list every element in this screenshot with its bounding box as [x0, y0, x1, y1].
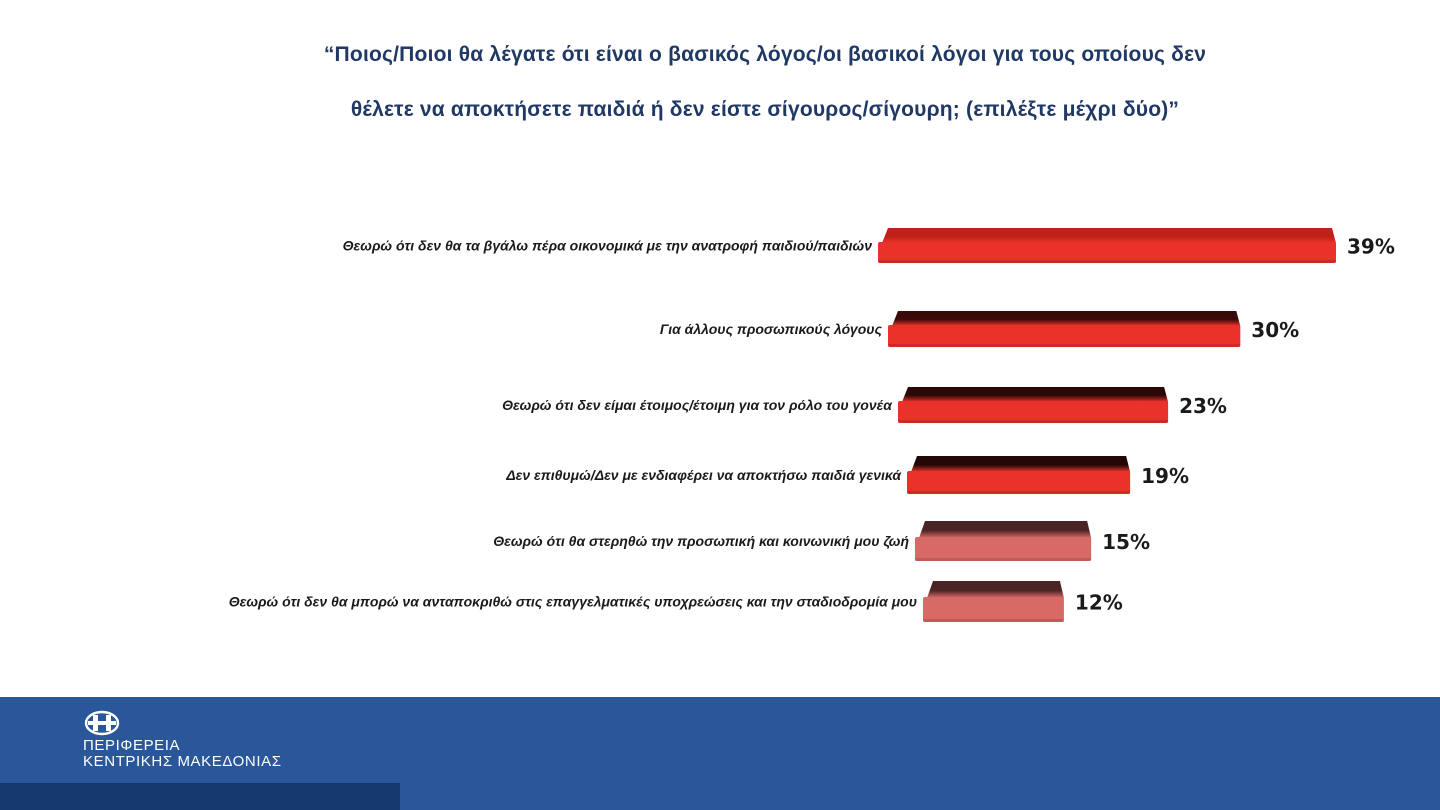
bar-group-3 [898, 387, 1169, 423]
bar-bottom-shade [898, 420, 1169, 423]
bar-4 [907, 471, 1131, 494]
value-label-3: 23% [1179, 394, 1227, 418]
bar-top-face [911, 456, 1131, 472]
category-label-4: Δεν επιθυμώ/Δεν με ενδιαφέρει να αποκτήσ… [505, 467, 902, 483]
bar-5 [915, 537, 1092, 561]
bar-group-6 [923, 581, 1064, 622]
category-label-3: Θεωρώ ότι δεν είμαι έτοιμος/έτοιμη για τ… [502, 397, 893, 413]
bar-top-face [902, 387, 1169, 402]
value-label-4: 19% [1141, 464, 1189, 488]
bar-bottom-shade [923, 619, 1064, 622]
bar-1 [878, 242, 1336, 263]
value-label-5: 15% [1102, 530, 1150, 554]
footer-strip [0, 783, 400, 810]
org-name-line-1: ΠΕΡΙΦΕΡΕΙΑ [83, 737, 181, 754]
value-label-6: 12% [1075, 591, 1123, 615]
bar-bottom-shade [878, 260, 1336, 263]
category-label-2: Για άλλους προσωπικούς λόγους [660, 321, 883, 337]
value-label-2: 30% [1251, 318, 1299, 342]
bar-group-1 [878, 228, 1336, 263]
bar-top-face [892, 311, 1241, 326]
bar-bottom-shade [907, 491, 1131, 494]
bar-6 [923, 597, 1064, 622]
category-label-1: Θεωρώ ότι δεν θα τα βγάλω πέρα οικονομικ… [343, 238, 873, 254]
bar-top-face [927, 581, 1064, 598]
region-emblem-icon [84, 710, 120, 736]
value-label-1: 39% [1347, 235, 1395, 259]
bar-bottom-shade [915, 558, 1092, 561]
category-label-6: Θεωρώ ότι δεν θα μπορώ να ανταποκριθώ στ… [229, 594, 917, 610]
bar-bottom-shade [888, 344, 1241, 347]
bar-group-2 [888, 311, 1241, 347]
bar-3 [898, 401, 1169, 423]
bar-2 [888, 325, 1241, 347]
bar-top-face [882, 228, 1336, 243]
bar-top-face [919, 521, 1092, 538]
chart-title-line-2: θέλετε να αποκτήσετε παιδιά ή δεν είστε … [350, 98, 1180, 121]
bar-group-4 [907, 456, 1131, 494]
category-label-5: Θεωρώ ότι θα στερηθώ την προσωπική και κ… [493, 533, 909, 549]
chart-title-line-1: “Ποιος/Ποιοι θα λέγατε ότι είναι ο βασικ… [323, 43, 1207, 66]
bar-group-5 [915, 521, 1092, 561]
bar-chart: Θεωρώ ότι δεν θα τα βγάλω πέρα οικονομικ… [229, 228, 1395, 622]
org-name-line-2: ΚΕΝΤΡΙΚΗΣ ΜΑΚΕΔΟΝΙΑΣ [83, 753, 282, 770]
